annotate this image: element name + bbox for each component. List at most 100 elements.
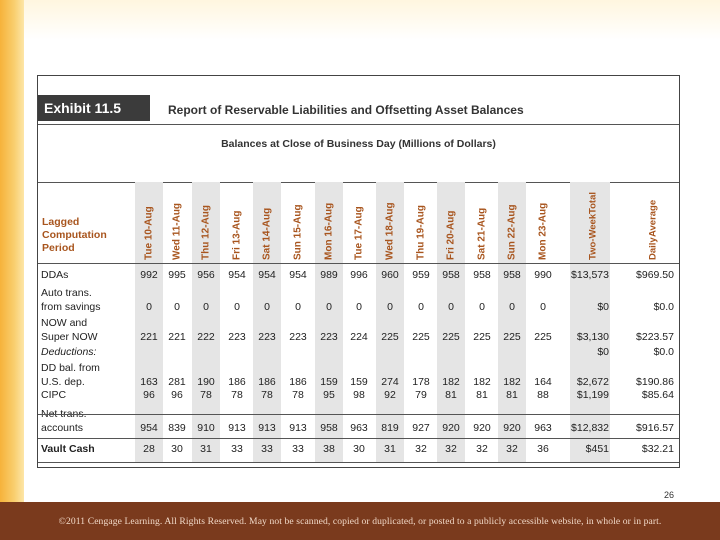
table-cell: 32 [415,443,427,455]
header-line: Total [587,191,599,214]
table-cell: 225 [412,331,430,343]
exhibit-header: Exhibit 11.5 Report of Reservable Liabil… [38,76,679,125]
table-cell: 186 [289,376,307,388]
table-cell: 225 [381,331,399,343]
total-cell: $3,130 [576,331,609,343]
row-header-line: Computation [42,229,107,241]
average-cell: $0.0 [653,346,674,358]
table-cell: 223 [320,331,338,343]
row-header-line: Period [42,242,75,254]
table-cell: 0 [509,301,515,313]
table-cell: 910 [197,422,215,434]
table-cell: 958 [320,422,338,434]
table-cell: 33 [261,443,273,455]
column-shade [315,182,343,462]
table-cell: 79 [415,389,427,401]
table-cell: 78 [200,389,212,401]
table-cell: 225 [534,331,552,343]
table-cell: 186 [258,376,276,388]
total-cell: $13,573 [571,269,609,281]
column-shade [253,182,281,462]
column-header: Wed 18-Aug [384,202,396,260]
page-number: 26 [664,490,675,500]
table-cell: 98 [353,389,365,401]
row-label: Deductions: [41,346,97,358]
table-cell: 954 [258,269,276,281]
table-cell: 927 [412,422,430,434]
table-cell: 913 [289,422,307,434]
table-cell: 78 [261,389,273,401]
left-accent-bar [0,0,24,502]
table-cell: 81 [476,389,488,401]
table-cell: 958 [442,269,460,281]
row-label: CIPC [41,389,67,401]
table-cell: 182 [503,376,521,388]
column-header: Tue 17-Aug [353,206,365,260]
column-header: Fri 20-Aug [445,210,457,260]
column-header: Thu 19-Aug [415,205,427,260]
table-cell: 96 [143,389,155,401]
table-cell: 159 [320,376,338,388]
column-shade [192,182,220,462]
table-cell: 963 [350,422,368,434]
column-header: Sat 14-Aug [261,207,273,260]
table-cell: 281 [168,376,186,388]
table-cell: 33 [231,443,243,455]
column-header: Tue 10-Aug [143,206,155,260]
table-cell: 224 [350,331,368,343]
table-cell: 990 [534,269,552,281]
table-cell: 0 [418,301,424,313]
exhibit-label: Exhibit 11.5 [38,95,150,121]
table-cell: 819 [381,422,399,434]
table-cell: 0 [295,301,301,313]
total-cell: $2,672 [576,376,609,388]
table-cell: 954 [289,269,307,281]
total-cell: $0 [597,301,609,313]
table-cell: 31 [200,443,212,455]
column-shade [437,182,465,462]
row-header-line: Lagged [42,216,80,228]
table-cell: 81 [445,389,457,401]
average-cell: $916.57 [636,422,674,434]
column-header: Sun 22-Aug [506,204,518,260]
table-cell: 221 [168,331,186,343]
average-cell: $969.50 [636,269,674,281]
table-cell: 225 [442,331,460,343]
column-shade [570,182,610,462]
average-cell: $223.57 [636,331,674,343]
row-label: accounts [41,422,84,434]
column-header: Thu 12-Aug [200,205,212,260]
average-cell: $0.0 [653,301,674,313]
table-cell: 186 [228,376,246,388]
table-cell: 956 [197,269,215,281]
table-cell: 963 [534,422,552,434]
table-cell: 0 [234,301,240,313]
row-label: DDAs [41,269,69,281]
divider [38,438,679,439]
exhibit-subtitle: Balances at Close of Business Day (Milli… [221,138,496,150]
divider [38,414,679,415]
table-cell: 913 [258,422,276,434]
column-shade [498,182,526,462]
table-cell: 88 [537,389,549,401]
column-header: Sun 15-Aug [292,204,304,260]
table-cell: 0 [540,301,546,313]
total-cell: $451 [585,443,609,455]
table-cell: 225 [473,331,491,343]
table-cell: 920 [503,422,521,434]
table-cell: 33 [292,443,304,455]
table-cell: 223 [289,331,307,343]
total-cell: $12,832 [571,422,609,434]
table-cell: 0 [479,301,485,313]
column-header: Fri 13-Aug [231,210,243,260]
table-cell: 0 [203,301,209,313]
row-label: Super NOW [41,331,98,343]
table-cell: 222 [197,331,215,343]
table-cell: 0 [387,301,393,313]
table-cell: 190 [197,376,215,388]
table-cell: 182 [473,376,491,388]
column-header: Mon 23-Aug [537,202,549,260]
table-cell: 223 [258,331,276,343]
table-cell: 32 [476,443,488,455]
table-cell: 839 [168,422,186,434]
